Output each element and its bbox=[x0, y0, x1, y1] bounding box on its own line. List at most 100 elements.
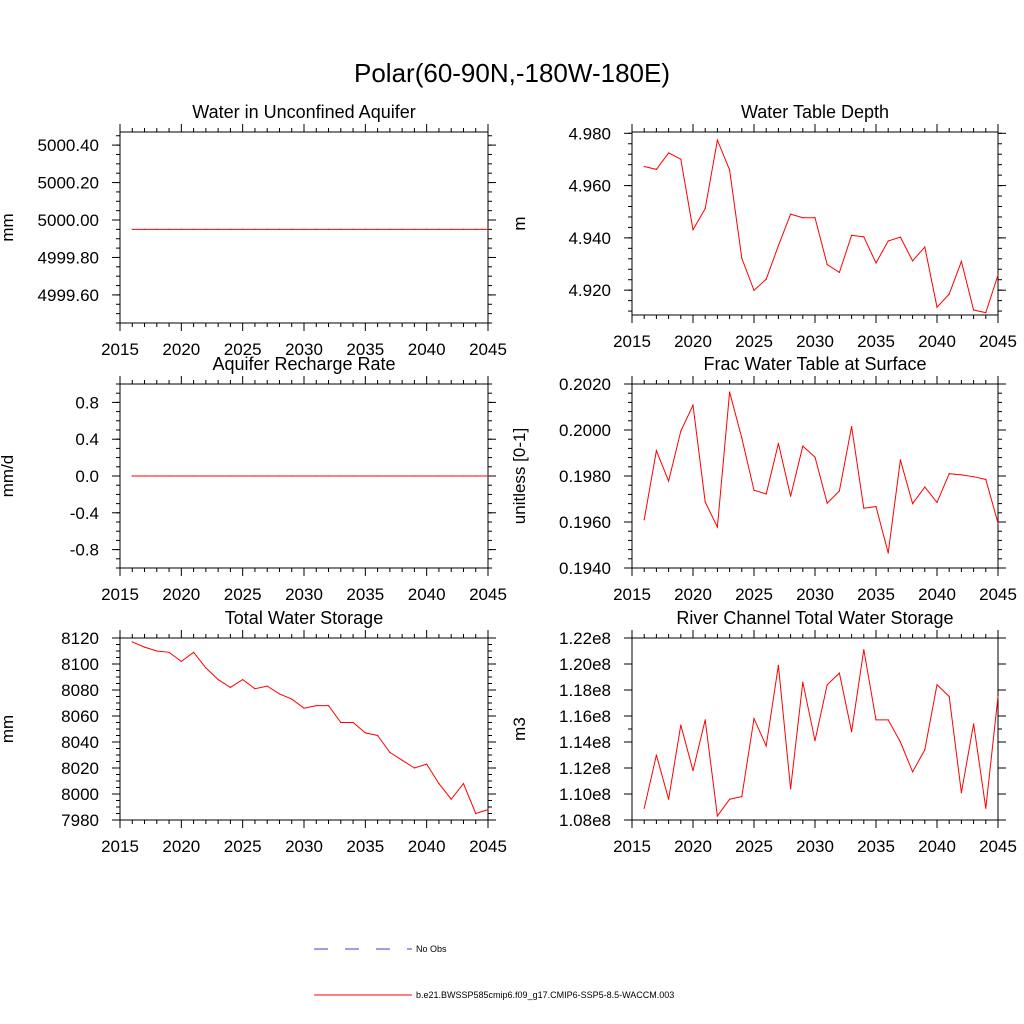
data-point bbox=[180, 228, 182, 230]
y-tick-label: -0.8 bbox=[70, 541, 99, 560]
data-point bbox=[716, 526, 719, 528]
data-point bbox=[680, 158, 682, 160]
data-point bbox=[278, 693, 281, 695]
y-tick-label: 1.20e8 bbox=[559, 655, 611, 674]
x-tick-label: 2040 bbox=[918, 585, 956, 604]
panel-title: Frac Water Table at Surface bbox=[703, 354, 926, 374]
data-point bbox=[180, 475, 182, 477]
plot-frame bbox=[631, 637, 999, 821]
chart-panel-3: Aquifer Recharge Rate 2015 2020 2025 2030 203… bbox=[0, 354, 507, 604]
data-point bbox=[948, 293, 950, 295]
data-point bbox=[193, 475, 195, 477]
data-point bbox=[643, 519, 645, 521]
data-point bbox=[826, 684, 828, 686]
series-line bbox=[132, 641, 489, 815]
data-point bbox=[655, 754, 658, 756]
data-point bbox=[438, 228, 440, 230]
x-tick-label: 2045 bbox=[979, 332, 1017, 351]
x-tick-label: 2030 bbox=[285, 837, 323, 856]
data-point bbox=[668, 798, 670, 800]
data-point bbox=[997, 522, 999, 524]
data-point bbox=[802, 445, 804, 447]
x-tick-label: 2015 bbox=[613, 332, 651, 351]
y-tick-label: 5000.00 bbox=[38, 211, 99, 230]
data-point bbox=[973, 309, 975, 311]
data-point bbox=[912, 771, 914, 773]
data-point bbox=[655, 450, 658, 452]
data-point bbox=[168, 475, 170, 477]
chart-panels: Water in Unconfined Aquifer 2015 2020 2025 2… bbox=[0, 102, 1017, 856]
x-tick-label: 2015 bbox=[101, 585, 139, 604]
x-tick-label: 2025 bbox=[224, 340, 262, 359]
x-tick-label: 2025 bbox=[735, 837, 773, 856]
data-point bbox=[364, 732, 366, 734]
data-point bbox=[802, 681, 804, 683]
data-point bbox=[389, 751, 391, 754]
data-point bbox=[899, 236, 902, 238]
x-tick-label: 2045 bbox=[979, 585, 1017, 604]
y-axis-label: unitless [0-1] bbox=[510, 428, 529, 524]
data-point bbox=[377, 475, 379, 477]
data-point bbox=[205, 475, 207, 477]
data-point bbox=[217, 475, 219, 477]
data-point bbox=[303, 475, 305, 477]
data-point bbox=[985, 312, 987, 314]
data-point bbox=[668, 480, 670, 482]
data-point bbox=[193, 228, 195, 230]
data-point bbox=[704, 207, 706, 210]
x-tick-label: 2035 bbox=[857, 585, 895, 604]
data-point bbox=[655, 168, 658, 170]
chart-panel-2: Water Table Depth 2015 2020 2025 2030 2035 204… bbox=[510, 102, 1017, 351]
y-tick-label: 4.940 bbox=[568, 229, 611, 248]
data-point bbox=[851, 425, 853, 428]
data-point bbox=[450, 228, 452, 230]
data-point bbox=[291, 698, 293, 700]
y-axis-label: m bbox=[510, 216, 529, 230]
data-point bbox=[765, 493, 767, 495]
data-point bbox=[278, 228, 281, 230]
x-tick-label: 2045 bbox=[469, 837, 507, 856]
data-point bbox=[924, 486, 926, 488]
x-tick-label: 2020 bbox=[162, 585, 200, 604]
y-tick-label: 0.4 bbox=[75, 430, 99, 449]
data-point bbox=[643, 165, 645, 168]
data-point bbox=[364, 228, 366, 230]
data-point bbox=[438, 783, 440, 785]
data-point bbox=[254, 475, 256, 477]
data-point bbox=[729, 391, 731, 393]
data-point bbox=[997, 274, 999, 276]
data-point bbox=[851, 234, 853, 236]
chart-panel-4: Frac Water Table at Surface 2015 2020 2025 2… bbox=[510, 354, 1017, 604]
y-tick-label: 8060 bbox=[61, 707, 99, 726]
data-point bbox=[242, 679, 244, 681]
data-point bbox=[692, 229, 694, 231]
data-point bbox=[229, 475, 231, 477]
data-point bbox=[692, 404, 694, 406]
y-tick-label: 1.22e8 bbox=[559, 629, 611, 648]
data-point bbox=[826, 263, 828, 266]
data-point bbox=[340, 228, 342, 230]
data-point bbox=[291, 228, 293, 230]
data-point bbox=[377, 734, 379, 737]
x-tick-label: 2020 bbox=[162, 837, 200, 856]
data-point bbox=[462, 228, 465, 230]
plot-frame bbox=[119, 637, 489, 821]
data-point bbox=[973, 723, 975, 725]
data-point bbox=[863, 649, 865, 651]
x-tick-label: 2030 bbox=[285, 585, 323, 604]
data-point bbox=[426, 475, 428, 477]
y-tick-label: 8080 bbox=[61, 681, 99, 700]
series-line bbox=[643, 391, 999, 554]
x-tick-label: 2015 bbox=[613, 585, 651, 604]
data-point bbox=[475, 475, 477, 477]
data-point bbox=[438, 475, 440, 477]
y-tick-label: 0.2000 bbox=[559, 421, 611, 440]
data-point bbox=[242, 228, 244, 230]
y-axis-label: mm bbox=[0, 213, 17, 241]
y-tick-label: 1.10e8 bbox=[559, 785, 611, 804]
data-point bbox=[924, 749, 926, 751]
data-point bbox=[291, 475, 293, 477]
data-point bbox=[426, 763, 428, 765]
y-axis-label: m3 bbox=[510, 717, 529, 741]
data-point bbox=[254, 228, 256, 230]
